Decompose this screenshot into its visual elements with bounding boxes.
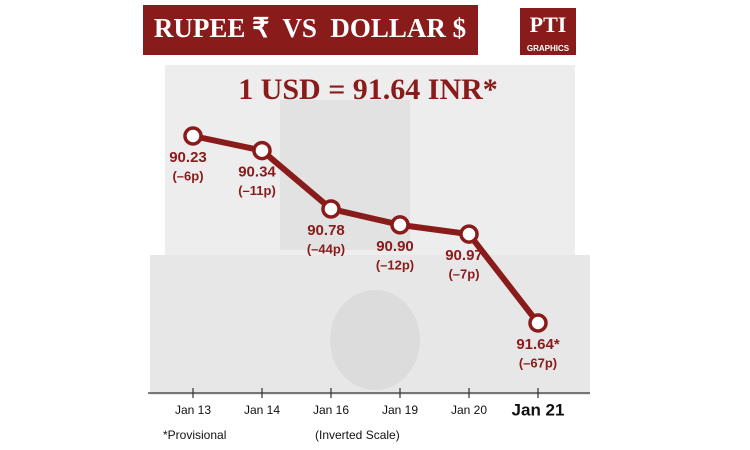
x-tick-label: Jan 20 <box>451 403 487 417</box>
note-portrait <box>330 290 420 390</box>
logo-box <box>520 8 576 55</box>
value-label: 90.90 <box>376 238 414 255</box>
value-label: 90.34 <box>238 164 276 181</box>
chart-title: RUPEE ₹ VS DOLLAR $ <box>154 13 466 43</box>
x-tick-label: Jan 13 <box>175 403 211 417</box>
point <box>528 313 548 333</box>
value-label: 90.97 <box>445 247 483 264</box>
point <box>321 199 341 219</box>
x-tick-label: Jan 19 <box>382 403 418 417</box>
value-label: 90.23 <box>169 149 207 166</box>
change-label: (–67p) <box>519 355 557 370</box>
note-portrait <box>280 100 410 250</box>
footnote: *Provisional <box>163 428 226 442</box>
change-label: (–11p) <box>238 183 276 198</box>
change-label: (–44p) <box>307 241 345 256</box>
value-label: 91.64* <box>516 336 560 353</box>
point <box>459 224 479 244</box>
change-label: (–12p) <box>376 257 414 272</box>
headline: 1 USD = 91.64 INR* <box>238 73 498 106</box>
x-tick-label: Jan 14 <box>244 403 280 417</box>
logo-subtitle: GRAPHICS <box>527 44 570 53</box>
value-label: 90.78 <box>307 222 345 239</box>
scale-note: (Inverted Scale) <box>315 428 400 442</box>
point <box>252 140 272 161</box>
logo: PTI <box>530 12 567 37</box>
point <box>390 215 410 235</box>
line <box>192 133 541 325</box>
x-tick-label: Jan 16 <box>313 403 349 417</box>
change-label: (–6p) <box>172 168 203 183</box>
change-label: (–7p) <box>448 267 479 282</box>
point <box>183 126 203 146</box>
title-box <box>143 5 478 55</box>
x-tick-label: Jan 21 <box>512 400 565 419</box>
